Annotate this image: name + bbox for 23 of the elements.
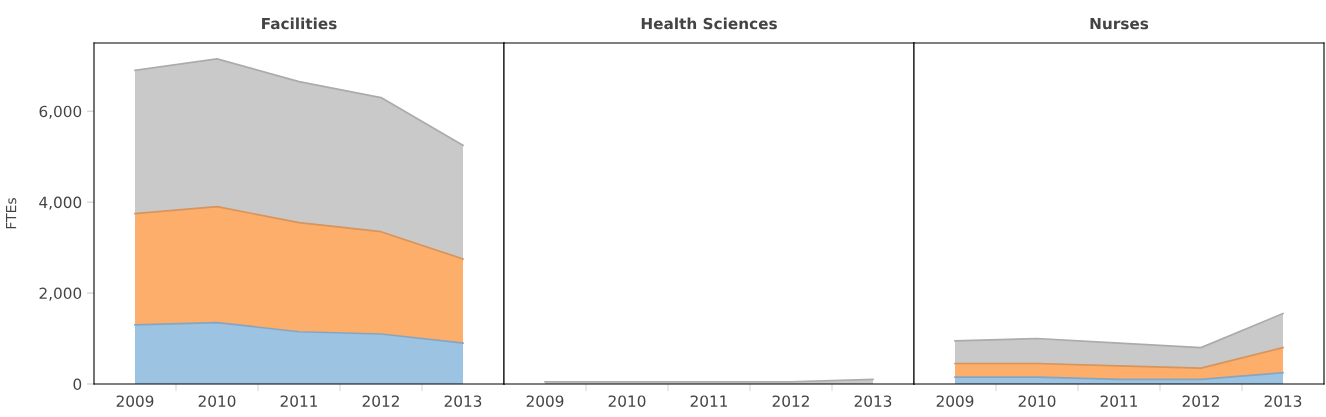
x-tick-label: 2013: [1264, 395, 1302, 407]
y-tick-label: 0: [73, 378, 82, 391]
x-tick-label: 2010: [198, 395, 236, 407]
x-tick-label: 2011: [280, 395, 318, 407]
x-tick-label: 2012: [362, 395, 399, 407]
y-tick-label: 2,000: [39, 287, 82, 301]
x-tick-label: 2011: [690, 395, 728, 407]
x-tick-label: 2012: [772, 395, 809, 407]
chart-title: Facilities: [262, 17, 337, 30]
y-axis-title: FTEs: [6, 198, 17, 229]
x-tick-label: 2009: [116, 395, 154, 407]
chart-title: Nurses: [1090, 17, 1149, 30]
x-tick-label: 2010: [1018, 395, 1056, 407]
x-tick-label: 2009: [936, 395, 974, 407]
chart-title: Health Sciences: [641, 17, 777, 30]
x-tick-label: 2010: [608, 395, 646, 407]
x-tick-label: 2011: [1100, 395, 1138, 407]
y-tick-label: 4,000: [39, 196, 82, 210]
y-tick-label: 6,000: [39, 105, 82, 119]
x-tick-label: 2009: [526, 395, 564, 407]
x-tick-label: 2012: [1182, 395, 1219, 407]
x-tick-label: 2013: [854, 395, 892, 407]
x-tick-label: 2013: [444, 395, 482, 407]
